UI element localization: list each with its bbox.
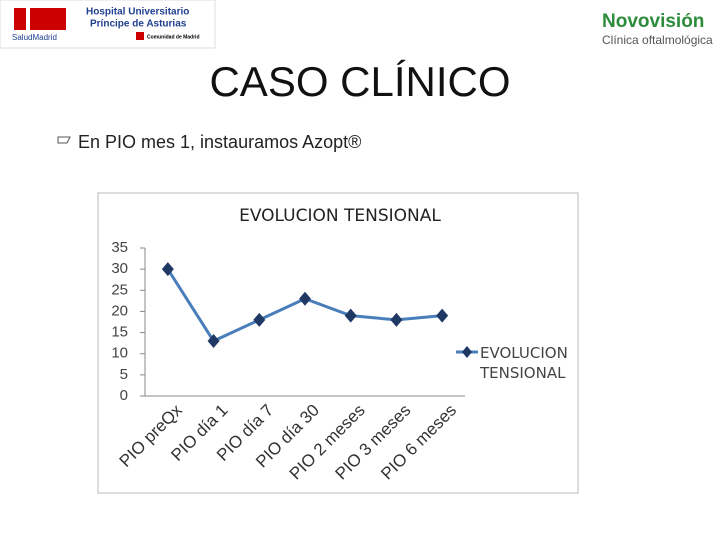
chart-frame bbox=[97, 192, 579, 494]
y-tick-label: 10 bbox=[111, 345, 128, 362]
hospital-line: Príncipe de Asturias bbox=[90, 19, 187, 30]
point-marker bbox=[344, 308, 357, 323]
y-tick-label: 25 bbox=[111, 281, 128, 298]
legend-marker bbox=[462, 346, 472, 358]
clinic-logo: Novovisión bbox=[602, 11, 704, 32]
chart-title: EVOLUCION TENSIONAL bbox=[239, 206, 441, 226]
hospital-line: Hospital Universitario bbox=[86, 7, 189, 18]
salud-label: SaludMadrid bbox=[12, 33, 57, 42]
y-tick-label: 35 bbox=[111, 239, 128, 256]
slide-title: CASO CLÍNICO bbox=[209, 58, 510, 105]
y-tick-label: 30 bbox=[111, 260, 128, 277]
y-tick-label: 15 bbox=[111, 324, 128, 341]
point-marker bbox=[299, 291, 311, 306]
point-marker bbox=[390, 312, 403, 327]
y-tick-label: 0 bbox=[120, 387, 128, 404]
comunidad-flag bbox=[136, 32, 144, 40]
logo-mark bbox=[30, 8, 66, 30]
point-marker bbox=[161, 262, 174, 277]
comunidad-label: Comunidad de Madrid bbox=[147, 34, 200, 40]
legend-label: EVOLUCION TENSIONAL bbox=[480, 344, 568, 382]
bullet-icon bbox=[57, 136, 71, 144]
clinic-sub: Clínica oftalmológica bbox=[602, 33, 713, 47]
y-tick-label: 20 bbox=[111, 302, 128, 319]
point-marker bbox=[207, 334, 220, 349]
y-tick-label: 5 bbox=[120, 366, 128, 383]
point-marker bbox=[436, 308, 449, 323]
logo-mark bbox=[14, 8, 26, 30]
bullet-text: En PIO mes 1, instauramos Azopt® bbox=[78, 132, 361, 152]
point-marker bbox=[253, 312, 266, 327]
